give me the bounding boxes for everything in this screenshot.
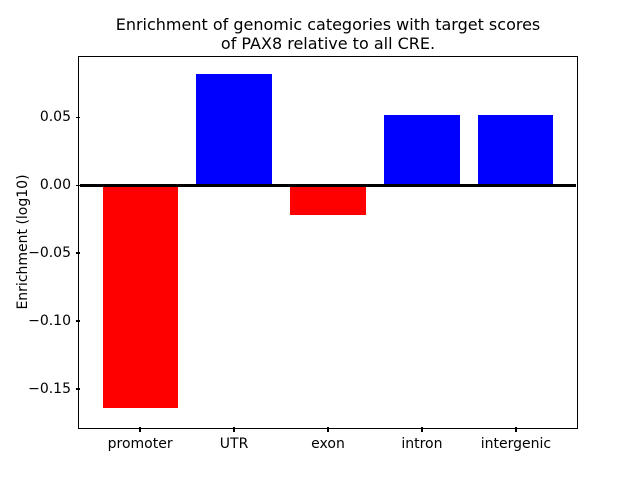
zero-line bbox=[80, 183, 576, 187]
y-tick-label: 0.00 bbox=[39, 177, 71, 194]
chart-title-line2: of PAX8 relative to all CRE. bbox=[220, 34, 436, 53]
bar-UTR bbox=[196, 73, 272, 186]
x-tick-mark bbox=[327, 427, 329, 432]
x-tick-label-intron: intron bbox=[401, 436, 443, 453]
y-tick-mark bbox=[75, 116, 80, 119]
x-tick-mark bbox=[515, 427, 517, 432]
y-tick-mark bbox=[75, 320, 80, 322]
y-tick-label: 0.05 bbox=[39, 109, 71, 126]
x-tick-label-UTR: UTR bbox=[219, 436, 249, 453]
y-tick-mark bbox=[75, 388, 80, 390]
x-tick-mark bbox=[421, 427, 423, 432]
y-tick-mark bbox=[75, 184, 80, 187]
bar-intron bbox=[384, 114, 460, 186]
chart-title: Enrichment of genomic categories with ta… bbox=[80, 15, 576, 53]
y-tick-label: −0.05 bbox=[28, 245, 71, 262]
x-tick-mark bbox=[139, 427, 141, 432]
x-tick-label-intergenic: intergenic bbox=[480, 436, 552, 453]
y-tick-mark bbox=[75, 252, 80, 255]
bar-exon bbox=[290, 185, 366, 216]
chart-title-line1: Enrichment of genomic categories with ta… bbox=[115, 15, 541, 34]
y-tick-label: −0.15 bbox=[28, 381, 71, 398]
bar-promoter bbox=[102, 185, 178, 409]
y-tick-label: −0.10 bbox=[28, 313, 71, 330]
bar-intergenic bbox=[478, 114, 554, 186]
x-tick-mark bbox=[233, 427, 235, 432]
x-tick-label-promoter: promoter bbox=[107, 436, 173, 453]
x-tick-label-exon: exon bbox=[311, 436, 345, 453]
